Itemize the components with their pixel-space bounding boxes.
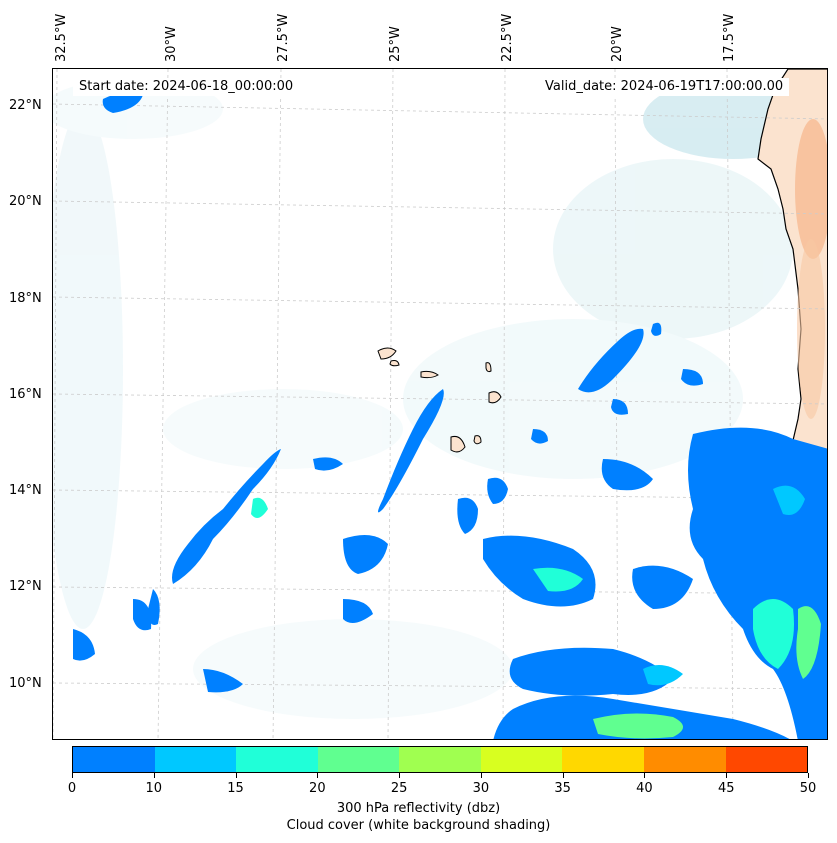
colorbar-tick-label: 40: [636, 781, 653, 796]
lon-label-30w: 30°W: [164, 26, 179, 62]
colorbar-tick: [317, 773, 319, 778]
land-warm-shading: [795, 119, 827, 259]
land-warm-shading-2: [797, 239, 825, 419]
lat-label-16n: 16°N: [9, 387, 42, 402]
lon-label-17-5w: 17.5°W: [722, 13, 737, 62]
valid-date-label: Valid_date: 2024-06-19T17:00:00.00: [539, 78, 790, 96]
colorbar-tick-label: 35: [554, 781, 571, 796]
lon-label-25w: 25°W: [388, 26, 403, 62]
lon-label-32-5w: 32.5°W: [54, 13, 69, 62]
colorbar-tick: [562, 773, 564, 778]
colorbar-tick: [808, 773, 809, 778]
lon-label-27-5w: 27.5°W: [276, 13, 291, 62]
colorbar-tick: [399, 773, 401, 778]
colorbar-segment: [480, 747, 563, 772]
colorbar-segment: [562, 747, 644, 772]
colorbar-tick-label: 10: [145, 781, 163, 796]
lat-label-14n: 14°N: [9, 483, 42, 498]
lon-label-20w: 20°W: [610, 26, 625, 62]
colorbar-sublabel: Cloud cover (white background shading): [286, 818, 551, 833]
colorbar-tick-label: 25: [390, 781, 408, 796]
colorbar-label: 300 hPa reflectivity (dbz): [336, 801, 501, 816]
colorbar-segment: [236, 747, 318, 772]
colorbar-tick: [72, 773, 73, 778]
reflectivity-field-high: [251, 485, 821, 739]
colorbar-tick-label: 0: [67, 781, 77, 796]
colorbar-tick: [480, 773, 482, 778]
lat-label-18n: 18°N: [9, 291, 42, 306]
colorbar-tick: [726, 773, 728, 778]
lat-label-10n: 10°N: [9, 676, 42, 691]
lat-label-12n: 12°N: [9, 579, 42, 594]
lon-label-22-5w: 22.5°W: [500, 13, 515, 62]
colorbar-segment: [399, 747, 481, 772]
colorbar-segment: [154, 747, 237, 772]
start-date-label: Start date: 2024-06-18_00:00:00: [73, 78, 300, 96]
cloud-cover-shading: [53, 79, 823, 719]
colorbar-tick-label: 30: [472, 781, 490, 796]
colorbar-segment: [73, 747, 155, 772]
colorbar: [72, 746, 808, 773]
colorbar-segment: [317, 747, 400, 772]
colorbar-tick-label: 15: [227, 781, 244, 796]
map-canvas: [53, 69, 827, 739]
colorbar-tick: [153, 773, 155, 778]
colorbar-tick-label: 45: [717, 781, 735, 796]
colorbar-tick: [235, 773, 237, 778]
cape-verde-islands: [377, 347, 502, 453]
map-panel[interactable]: [52, 68, 828, 740]
colorbar-tick: [644, 773, 646, 778]
colorbar-segment: [643, 747, 726, 772]
lat-label-20n: 20°N: [9, 194, 42, 209]
lat-label-22n: 22°N: [9, 98, 42, 113]
colorbar-segment: [725, 747, 808, 772]
colorbar-tick-label: 50: [799, 781, 817, 796]
colorbar-tick-label: 20: [309, 781, 326, 796]
